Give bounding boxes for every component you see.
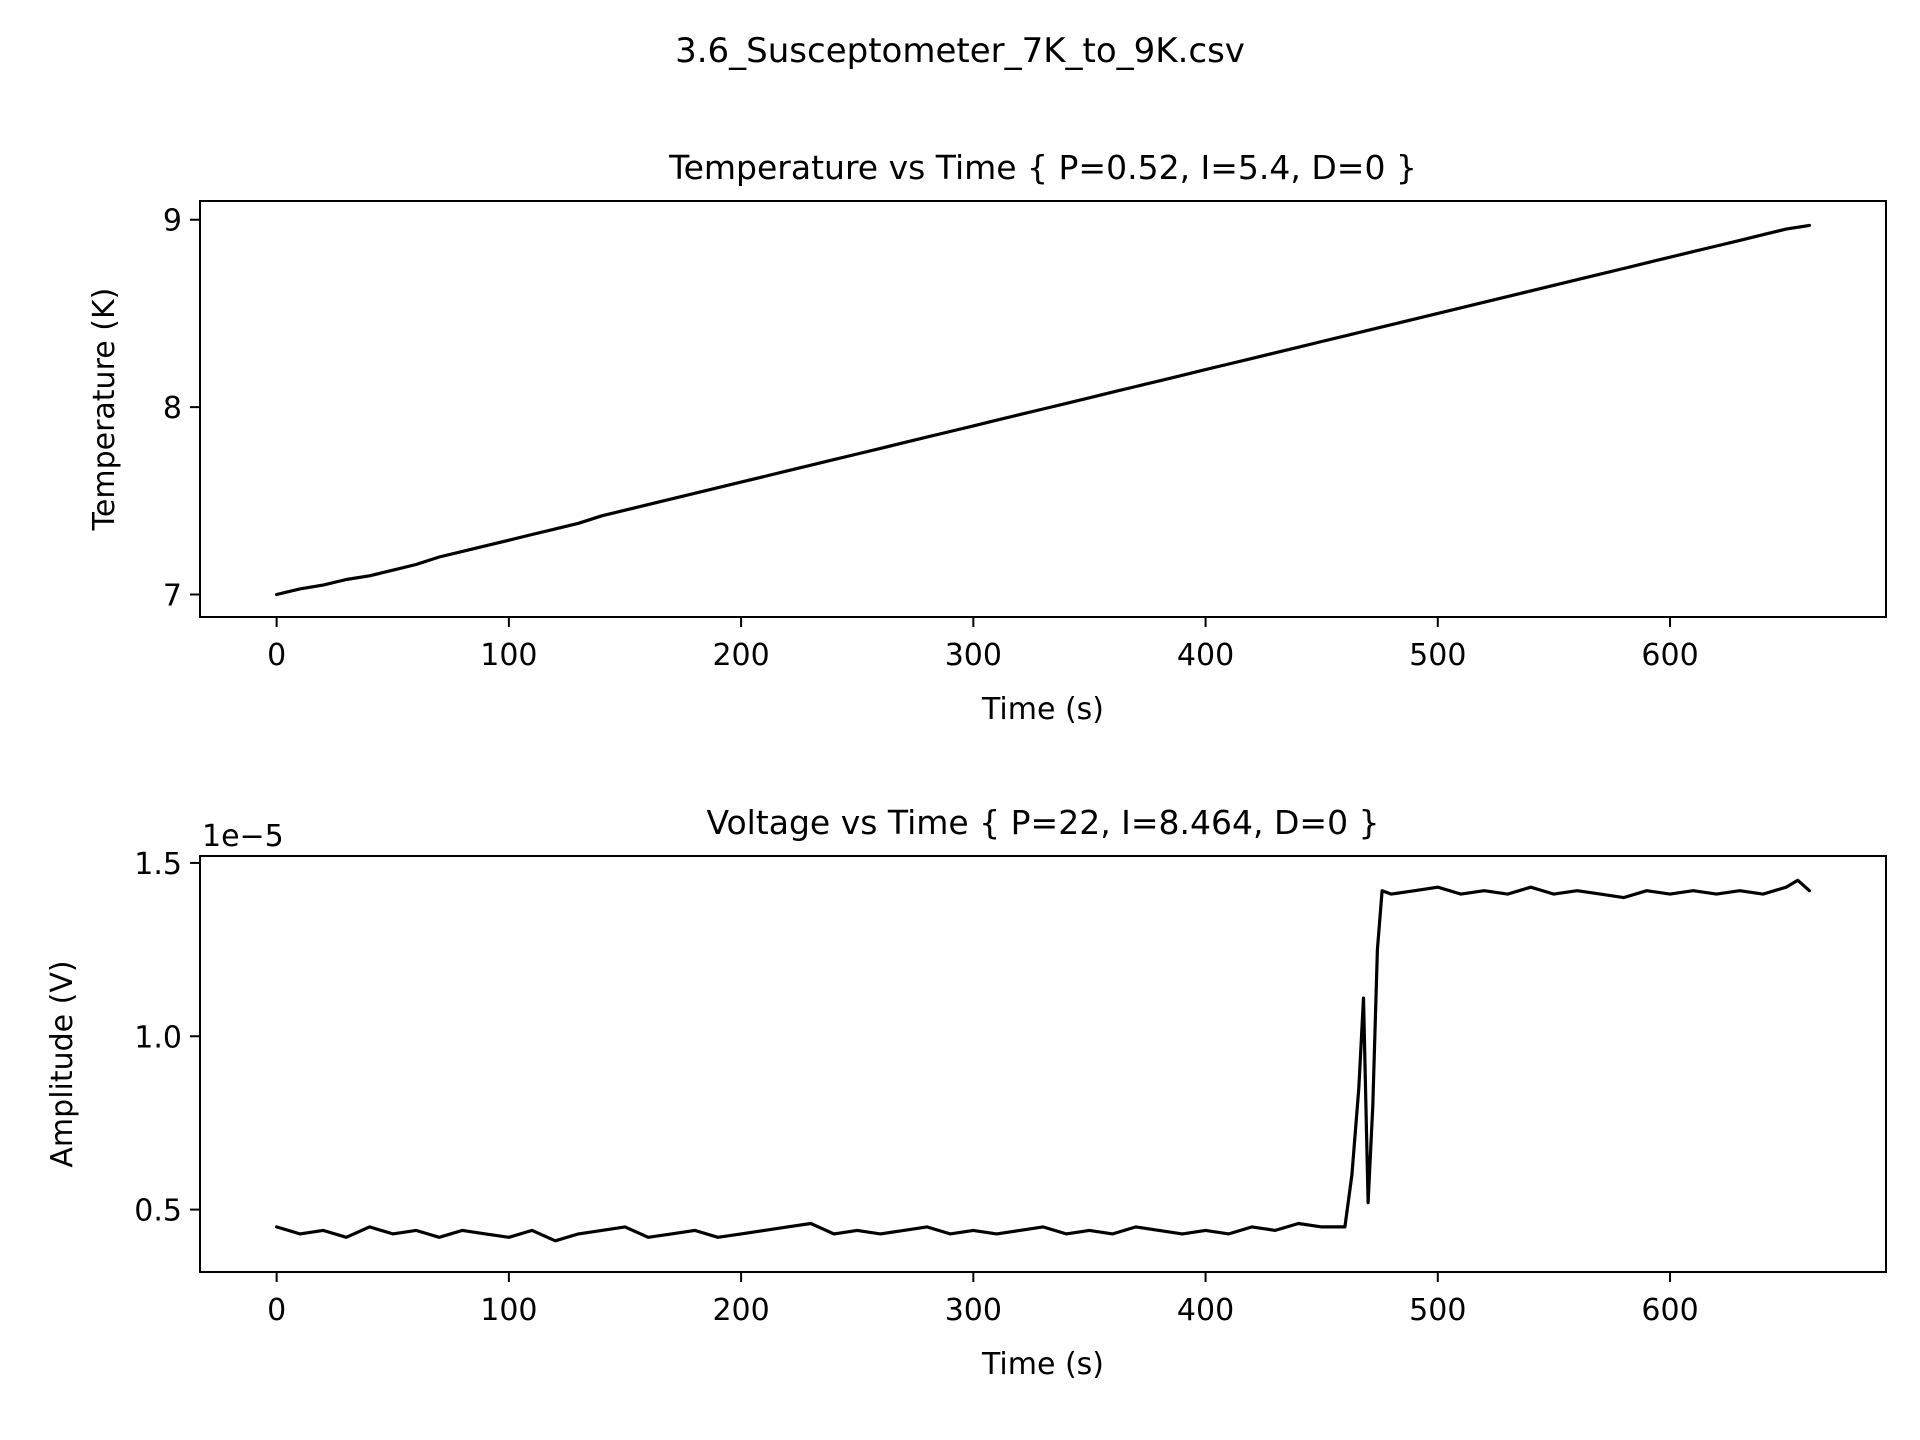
- voltage-panel: Voltage vs Time { P=22, I=8.464, D=0 } 0 1…: [45, 803, 1887, 1382]
- voltage-series-line: [275, 878, 1811, 1243]
- voltage-plot-area: [199, 855, 1887, 1273]
- temperature-series-line: [275, 223, 1811, 597]
- temperature-x-tick-label: 100: [480, 638, 537, 673]
- temperature-x-tick-label: 0: [267, 638, 286, 673]
- voltage-x-tick-label: 400: [1177, 1293, 1234, 1328]
- voltage-y-tick-label: 0.5: [134, 1194, 182, 1229]
- temperature-x-axis-label: Time (s): [981, 692, 1104, 727]
- temperature-y-tick-label: 9: [163, 204, 182, 239]
- temperature-x-tick-label: 500: [1409, 638, 1466, 673]
- voltage-y-tick-label: 1.0: [134, 1020, 182, 1055]
- voltage-title: Voltage vs Time { P=22, I=8.464, D=0 }: [706, 803, 1379, 842]
- temperature-x-tick-label: 300: [945, 638, 1002, 673]
- temperature-x-tick-label: 400: [1177, 638, 1234, 673]
- temperature-x-tick-label: 600: [1641, 638, 1698, 673]
- temperature-y-tick-label: 8: [163, 391, 182, 426]
- voltage-x-tick-label: 500: [1409, 1293, 1466, 1328]
- temperature-y-axis-label: Temperature (K): [87, 288, 122, 532]
- voltage-x-tick-label: 300: [945, 1293, 1002, 1328]
- voltage-x-tick-label: 200: [712, 1293, 769, 1328]
- voltage-offset-text: 1e−5: [202, 819, 284, 854]
- temperature-plot-area: [199, 200, 1887, 618]
- voltage-x-axis-label: Time (s): [981, 1347, 1104, 1382]
- temperature-x-tick-label: 200: [712, 638, 769, 673]
- temperature-panel: Temperature vs Time { P=0.52, I=5.4, D=0…: [87, 148, 1887, 727]
- temperature-title: Temperature vs Time { P=0.52, I=5.4, D=0…: [668, 148, 1417, 187]
- voltage-x-tick-label: 600: [1641, 1293, 1698, 1328]
- voltage-y-tick-label: 1.5: [134, 847, 182, 882]
- temperature-y-tick-label: 7: [163, 579, 182, 614]
- voltage-x-tick-label: 0: [267, 1293, 286, 1328]
- figure-suptitle: 3.6_Susceptometer_7K_to_9K.csv: [675, 31, 1245, 71]
- voltage-y-axis-label: Amplitude (V): [45, 960, 80, 1167]
- voltage-x-tick-label: 100: [480, 1293, 537, 1328]
